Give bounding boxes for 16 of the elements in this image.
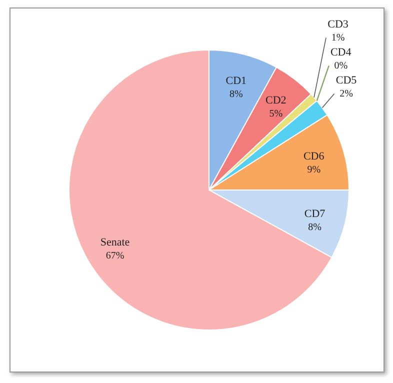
slice-label: Senate bbox=[100, 236, 130, 249]
slice-label: CD3 bbox=[328, 18, 349, 31]
slice-label: CD1 bbox=[226, 75, 247, 88]
data-label: 1% bbox=[331, 32, 345, 44]
data-label: 9% bbox=[307, 164, 321, 176]
data-label: 5% bbox=[269, 108, 283, 120]
slice-label: CD2 bbox=[266, 94, 286, 107]
data-label: 8% bbox=[308, 222, 322, 234]
category-label: CD4 bbox=[330, 46, 352, 59]
slice-label: CD7 bbox=[304, 208, 326, 220]
slice-label: CD6 bbox=[303, 150, 325, 163]
text: 0% bbox=[334, 60, 348, 72]
data-label: 2% bbox=[340, 88, 353, 100]
slice-label: CD5 bbox=[336, 74, 358, 87]
data-label: 8% bbox=[229, 89, 243, 100]
data-label: 67% bbox=[106, 250, 124, 262]
